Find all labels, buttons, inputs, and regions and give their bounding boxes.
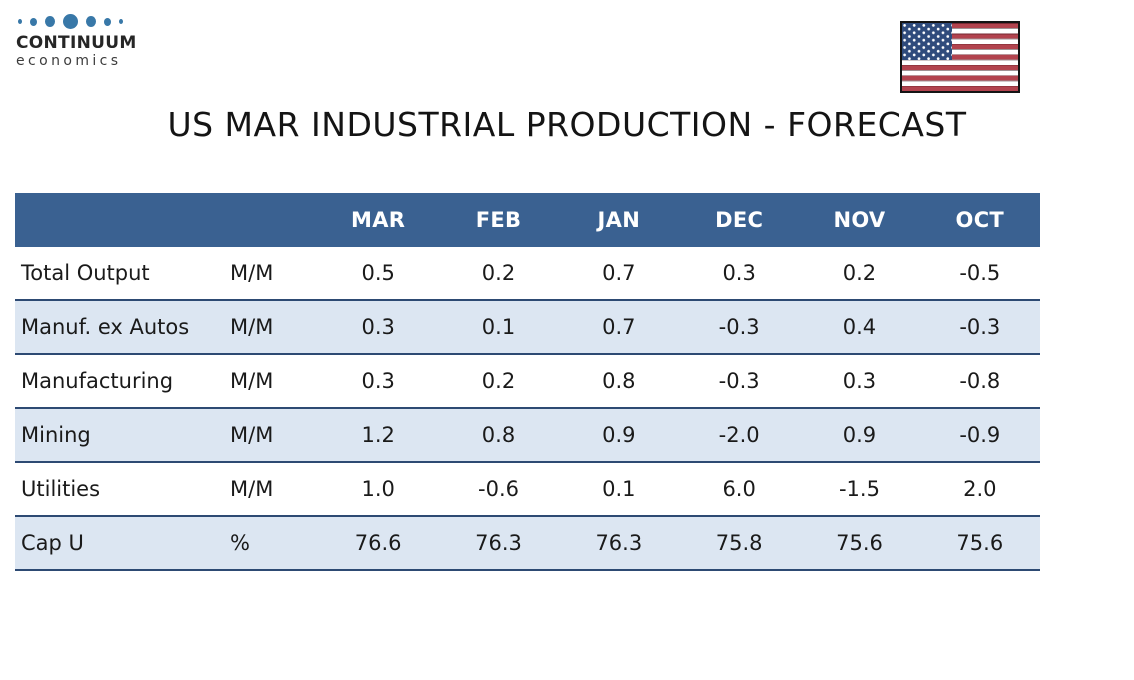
row-value: 0.3 [722, 261, 756, 285]
row-value: 76.3 [475, 531, 522, 555]
row-unit: M/M [230, 477, 274, 501]
table-row-mining: Mining M/M 1.2 0.8 0.9 -2.0 0.9 -0.9 [15, 409, 1040, 463]
logo-dot [45, 16, 55, 27]
row-value: 2.0 [963, 477, 997, 501]
row-value: -0.3 [718, 315, 760, 339]
row-value: 0.3 [361, 315, 395, 339]
row-value: 0.1 [481, 315, 516, 339]
row-value: -1.5 [838, 477, 880, 501]
row-unit: % [230, 531, 250, 555]
row-value: -0.8 [959, 369, 1001, 393]
row-value: 0.7 [602, 261, 636, 285]
logo-dot [63, 14, 78, 29]
row-value: 0.5 [361, 261, 395, 285]
page-title: US MAR INDUSTRIAL PRODUCTION - FORECAST [167, 105, 967, 144]
row-value: 0.8 [481, 423, 516, 447]
row-value: 0.9 [842, 423, 877, 447]
row-value: 0.2 [842, 261, 877, 285]
column-header-nov: NOV [833, 208, 886, 232]
row-value: 0.2 [481, 261, 516, 285]
table-row-utilities: Utilities M/M 1.0 -0.6 0.1 6.0 -1.5 2.0 [15, 463, 1040, 517]
row-value: 0.4 [842, 315, 877, 339]
logo-dot [30, 17, 37, 26]
row-label: Cap U [21, 531, 84, 555]
column-header-oct: OCT [955, 208, 1005, 232]
row-value: -0.3 [959, 315, 1001, 339]
row-value: 1.0 [361, 477, 395, 501]
logo-dot [86, 16, 96, 27]
row-value: -0.5 [959, 261, 1001, 285]
row-unit: M/M [230, 423, 274, 447]
logo-dot [18, 19, 22, 24]
row-value: -0.9 [959, 423, 1001, 447]
row-label: Total Output [21, 261, 150, 285]
row-value: 1.2 [361, 423, 395, 447]
logo-dot [104, 17, 111, 26]
row-value: 0.3 [842, 369, 877, 393]
header-spacer-unit [230, 193, 318, 247]
row-value: 0.9 [602, 423, 636, 447]
logo-tagline: economics [16, 53, 122, 69]
row-value: 76.6 [354, 531, 402, 555]
row-label: Mining [21, 423, 91, 447]
logo-wordmark: CONTINUUM [16, 33, 137, 53]
forecast-table: MAR FEB JAN DEC NOV OCT Total Output M/M… [15, 193, 1040, 571]
logo-dot [119, 19, 123, 24]
row-value: -0.6 [478, 477, 519, 501]
row-value: 76.3 [595, 531, 643, 555]
row-value: 0.8 [602, 369, 636, 393]
row-label: Manuf. ex Autos [21, 315, 190, 339]
logo-dots-icon [18, 13, 137, 30]
column-header-dec: DEC [715, 208, 764, 232]
table-row-manufacturing: Manufacturing M/M 0.3 0.2 0.8 -0.3 0.3 -… [15, 355, 1040, 409]
row-label: Manufacturing [21, 369, 174, 393]
row-label: Utilities [21, 477, 101, 501]
row-value: 0.3 [361, 369, 395, 393]
table-header-row: MAR FEB JAN DEC NOV OCT [15, 193, 1040, 247]
us-flag-canton [902, 23, 952, 60]
row-value: 0.1 [602, 477, 636, 501]
row-value: 0.2 [481, 369, 516, 393]
table-row-cap-u: Cap U % 76.6 76.3 76.3 75.8 75.6 75.6 [15, 517, 1040, 571]
row-value: 0.7 [602, 315, 636, 339]
column-header-mar: MAR [351, 208, 406, 232]
row-value: 75.6 [836, 531, 883, 555]
row-value: -0.3 [718, 369, 760, 393]
table-row-total-output: Total Output M/M 0.5 0.2 0.7 0.3 0.2 -0.… [15, 247, 1040, 301]
column-header-jan: JAN [597, 208, 641, 232]
continuum-logo: CONTINUUM economics [16, 13, 137, 69]
row-value: 75.6 [956, 531, 1004, 555]
table-row-manuf-ex-autos: Manuf. ex Autos M/M 0.3 0.1 0.7 -0.3 0.4… [15, 301, 1040, 355]
row-unit: M/M [230, 261, 274, 285]
row-unit: M/M [230, 369, 274, 393]
row-value: 75.8 [715, 531, 763, 555]
row-value: 6.0 [722, 477, 756, 501]
header-spacer-label [15, 193, 230, 247]
row-unit: M/M [230, 315, 274, 339]
column-header-feb: FEB [475, 208, 522, 232]
us-flag-icon [900, 21, 1020, 93]
row-value: -2.0 [718, 423, 760, 447]
